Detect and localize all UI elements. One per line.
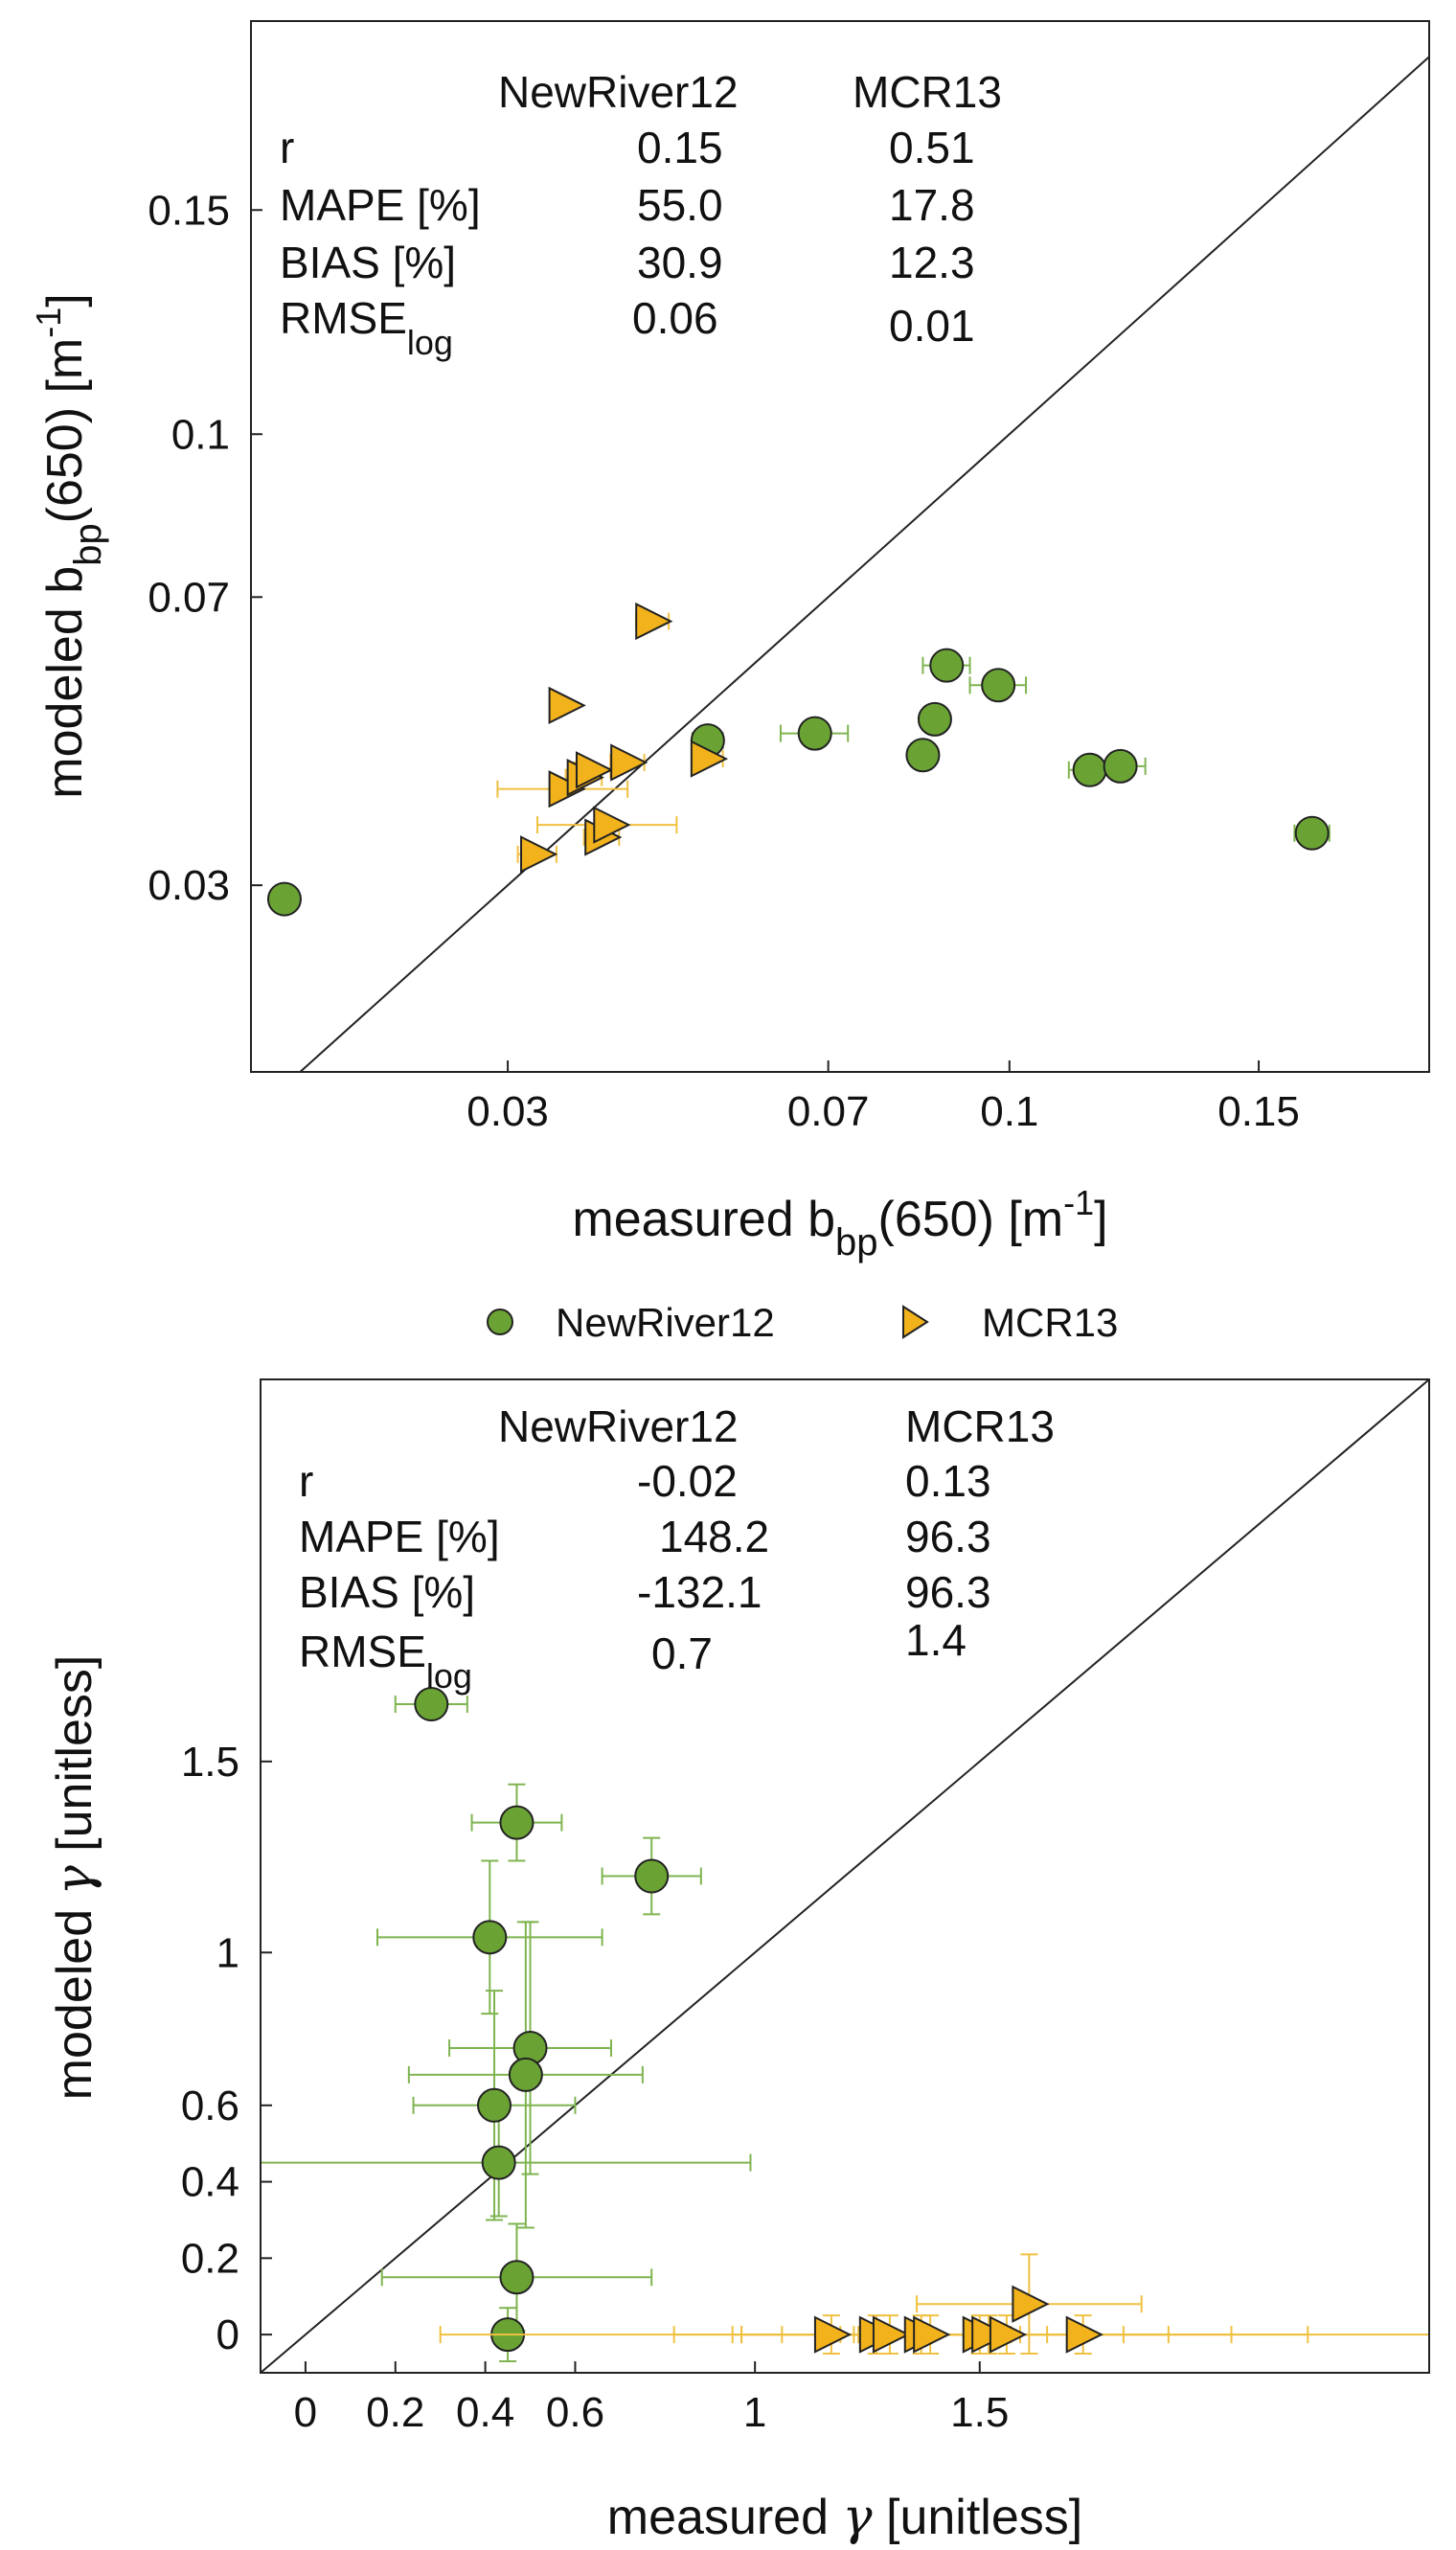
bottom-newriver-point — [481, 2145, 516, 2180]
legend-label-mcr: MCR13 — [982, 1300, 1118, 1345]
bottom-y-tick-label: 1.5 — [181, 1739, 239, 1786]
bottom-newriver-point — [634, 1858, 670, 1894]
top-newriver-point — [917, 701, 952, 737]
top-y-tick-label: 0.03 — [148, 862, 230, 909]
top-newriver-point — [905, 738, 941, 773]
bottom-stats-bias-newriver: -132.1 — [637, 1567, 762, 1617]
bottom-mcr-point — [1012, 2285, 1050, 2323]
top-stats-r-mcr: 0.51 — [889, 123, 975, 172]
bottom-x-tick-label: 1 — [743, 2389, 766, 2436]
top-newriver-point — [266, 881, 302, 917]
top-mcr-point — [593, 806, 631, 844]
top-x-tick-label: 0.03 — [466, 1088, 549, 1135]
top-stats-rmse-mcr: 0.01 — [889, 301, 975, 351]
bottom-x-tick-label: 0.2 — [366, 2389, 424, 2436]
top-mcr-point — [690, 740, 729, 778]
bottom-y-tick-label: 1 — [216, 1929, 239, 1976]
top-stats-mape-mcr: 17.8 — [889, 180, 975, 230]
bottom-stats-mape-newriver: 148.2 — [659, 1512, 769, 1561]
bottom-stats-label-rmse: RMSElog — [299, 1627, 472, 1696]
bottom-newriver-point — [477, 2087, 512, 2123]
bottom-mcr-point — [813, 2315, 853, 2354]
bottom-stats-header-mcr: MCR13 — [905, 1401, 1055, 1451]
top-newriver-point — [981, 668, 1016, 703]
legend-circle-marker — [487, 1309, 513, 1335]
bottom-stats-label-r: r — [299, 1456, 313, 1506]
legend-triangle-marker — [902, 1305, 929, 1339]
bottom-newriver-point — [508, 2057, 543, 2092]
bottom-mcr-point — [872, 2315, 911, 2354]
bottom-x-tick-label: 0.6 — [546, 2389, 604, 2436]
bottom-stats-r-newriver: -0.02 — [637, 1456, 738, 1506]
top-x-tick-label: 0.15 — [1217, 1088, 1300, 1135]
top-newriver-point — [1072, 752, 1107, 787]
top-mcr-point — [520, 835, 558, 874]
top-mcr-point — [548, 686, 586, 725]
top-stats-header-newriver: NewRiver12 — [498, 67, 739, 117]
top-stats-label-rmse: RMSElog — [280, 293, 453, 362]
top-mcr-point — [548, 770, 586, 808]
top-y-tick-label: 0.07 — [148, 574, 230, 621]
top-stats-label-bias: BIAS [%] — [280, 238, 456, 287]
bottom-stats-label-mape: MAPE [%] — [299, 1512, 500, 1561]
top-stats-bias-mcr: 12.3 — [889, 238, 975, 287]
legend-label-newriver: NewRiver12 — [556, 1300, 775, 1345]
top-newriver-point — [929, 648, 965, 683]
bottom-stats-bias-mcr: 96.3 — [905, 1567, 991, 1617]
bottom-x-tick-label: 0 — [294, 2389, 317, 2436]
bottom-stats-rmse-mcr: 1.4 — [905, 1615, 967, 1665]
bottom-mcr-point — [1065, 2315, 1103, 2354]
top-mcr-point — [610, 743, 648, 782]
top-scatter-panel: 0.03 0.07 0.1 0.15 0.03 0.07 0.1 0.15 NewRiver1… — [29, 20, 1430, 1264]
top-x-axis-label: measured bbp(650) [m-1] — [572, 1183, 1107, 1264]
top-x-tick-label: 0.1 — [980, 1088, 1038, 1135]
bottom-one-to-one-line — [260, 1378, 1430, 2374]
bottom-x-tick-label: 1.5 — [950, 2389, 1009, 2436]
bottom-newriver-point — [499, 1805, 535, 1840]
top-y-axis-label: modeled bbp(650) [m-1] — [29, 293, 109, 798]
bottom-y-axis-label: modeled γ [unitless] — [46, 1655, 103, 2101]
bottom-scatter-panel: 0 0.2 0.4 0.6 1 1.5 0 0.2 0.4 0.6 1 1.5 NewRiver12 … — [46, 1378, 1430, 2546]
top-stats-label-mape: MAPE [%] — [280, 180, 481, 230]
bottom-mcr-point — [989, 2315, 1028, 2354]
bottom-stats-header-newriver: NewRiver12 — [498, 1401, 739, 1451]
bottom-y-tick-label: 0.2 — [181, 2235, 239, 2282]
top-plot-frame — [250, 20, 1430, 1073]
bottom-y-tick-label: 0.6 — [181, 2083, 239, 2129]
bottom-x-tick-label: 0.4 — [456, 2389, 514, 2436]
bottom-newriver-point — [472, 1920, 508, 1955]
top-stats-table: NewRiver12 MCR13 r 0.15 0.51 MAPE [%] 55… — [280, 67, 1002, 362]
top-stats-label-r: r — [280, 123, 294, 172]
bottom-y-tick-label: 0.4 — [181, 2159, 239, 2206]
bottom-stats-mape-mcr: 96.3 — [905, 1512, 991, 1561]
top-mcr-point — [635, 602, 673, 641]
top-stats-mape-newriver: 55.0 — [637, 180, 723, 230]
top-newriver-point — [1294, 815, 1330, 851]
bottom-plot-frame — [260, 1378, 1430, 2374]
bottom-stats-label-bias: BIAS [%] — [299, 1567, 475, 1617]
top-stats-rmse-newriver: 0.06 — [632, 293, 718, 343]
bottom-newriver-point — [414, 1687, 449, 1722]
bottom-mcr-point — [913, 2315, 951, 2354]
bottom-x-axis-label: measured γ [unitless] — [607, 2489, 1082, 2546]
bottom-newriver-point — [499, 2260, 535, 2295]
top-y-tick-label: 0.1 — [171, 411, 230, 458]
top-one-to-one-line — [299, 56, 1430, 1073]
top-stats-header-mcr: MCR13 — [853, 67, 1002, 117]
bottom-stats-table: NewRiver12 MCR13 r -0.02 0.13 MAPE [%] 1… — [299, 1401, 1055, 1696]
legend: NewRiver12 MCR13 — [487, 1300, 1118, 1345]
top-mcr-point — [575, 751, 614, 789]
top-newriver-point — [1103, 748, 1138, 784]
bottom-stats-rmse-newriver: 0.7 — [651, 1628, 713, 1678]
top-x-tick-label: 0.07 — [787, 1088, 870, 1135]
top-y-tick-label: 0.15 — [148, 187, 230, 234]
top-stats-r-newriver: 0.15 — [637, 123, 723, 172]
top-newriver-point — [797, 716, 832, 751]
bottom-y-tick-label: 0 — [216, 2311, 239, 2358]
bottom-stats-r-mcr: 0.13 — [905, 1456, 991, 1506]
top-stats-bias-newriver: 30.9 — [637, 238, 723, 287]
